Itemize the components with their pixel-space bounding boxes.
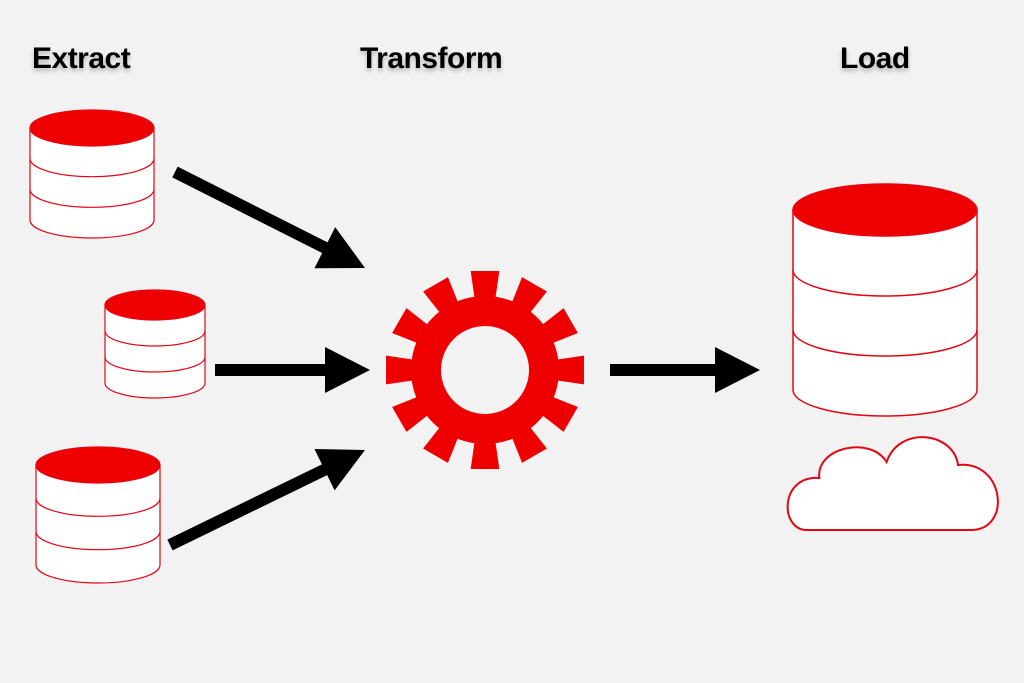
source-db-1-icon — [30, 110, 154, 238]
source-db-2-icon — [105, 290, 205, 398]
arrow-extract-3 — [167, 449, 365, 550]
arrow-extract-1 — [172, 167, 365, 269]
diagram-canvas — [0, 0, 1024, 683]
arrow-extract-2 — [215, 347, 370, 393]
cloud-icon — [788, 437, 998, 530]
source-db-3-icon — [36, 447, 160, 583]
arrow-load — [610, 347, 760, 393]
gear-icon — [386, 271, 584, 469]
destination-db-icon — [793, 184, 977, 416]
